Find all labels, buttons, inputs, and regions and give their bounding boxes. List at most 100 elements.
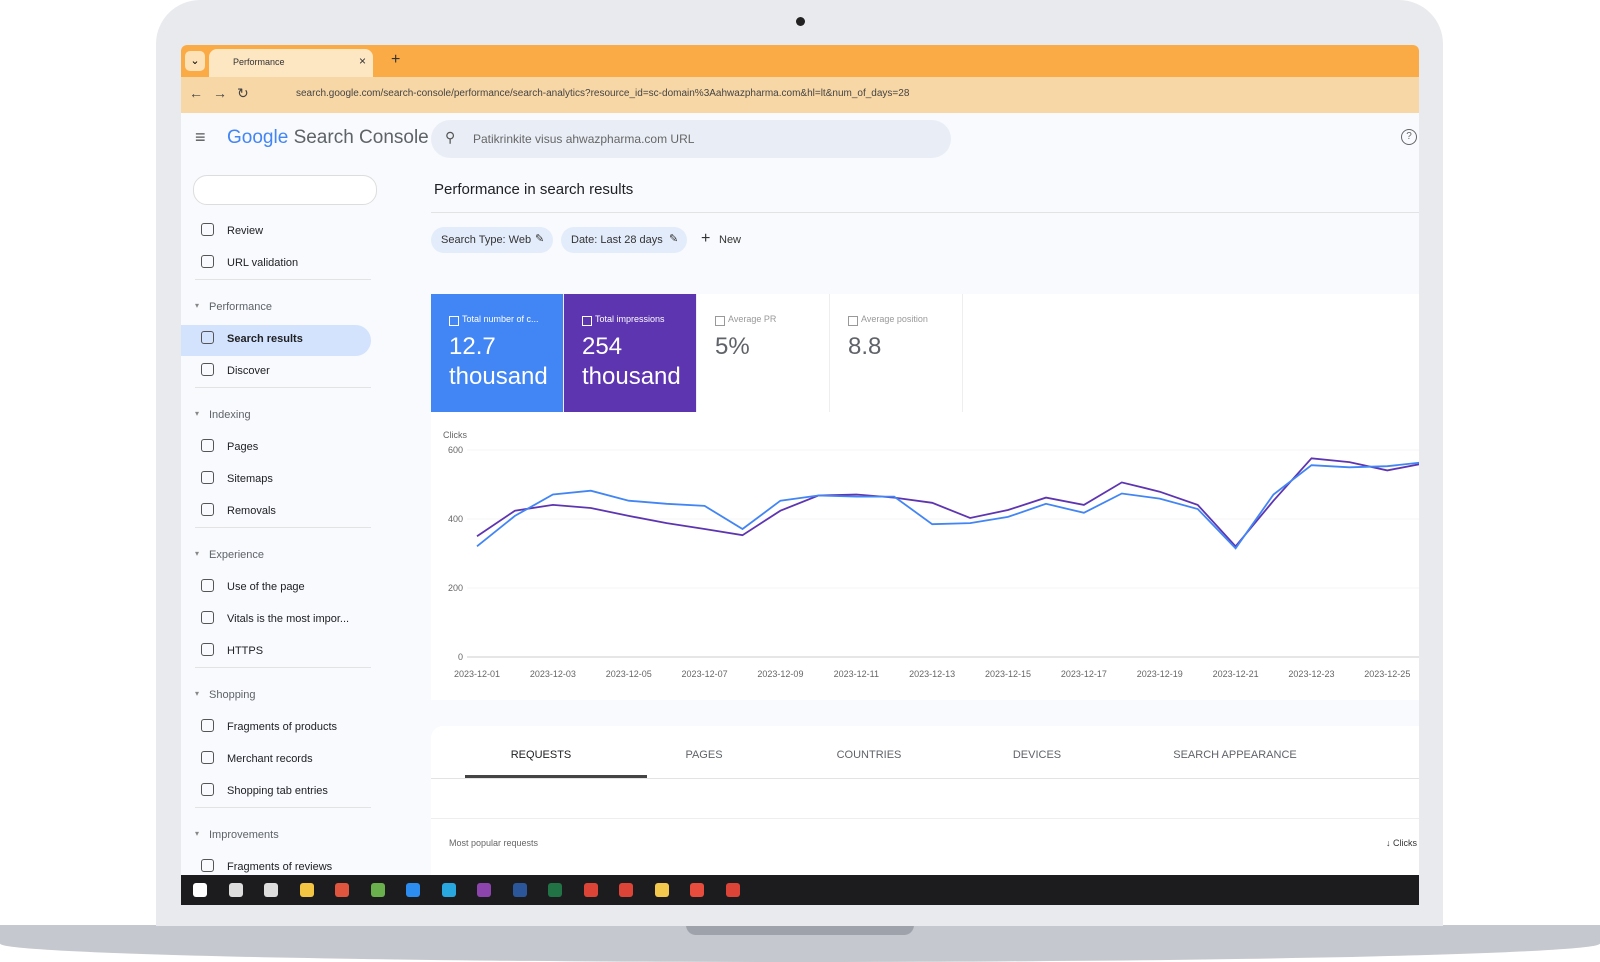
x-tick-label: 2023-12-19: [1137, 669, 1183, 679]
nav-item[interactable]: Review: [227, 225, 264, 237]
taskbar-icon[interactable]: [583, 883, 598, 897]
taskbar-icon[interactable]: [406, 883, 420, 897]
filter-label: Search Type: Web: [441, 234, 532, 246]
nav-item[interactable]: Use of the page: [227, 581, 305, 593]
tab-bar: [181, 45, 1419, 77]
nav-item[interactable]: URL validation: [227, 257, 299, 269]
nav-icon: [201, 503, 214, 516]
property-select[interactable]: [193, 175, 377, 205]
divider: [195, 279, 371, 280]
tab[interactable]: COUNTRIES: [836, 749, 902, 761]
section-title[interactable]: Experience: [209, 549, 265, 561]
taskbar-icon[interactable]: [548, 883, 562, 897]
filter-chip[interactable]: [561, 227, 687, 253]
nav-item[interactable]: Shopping tab entries: [227, 785, 328, 797]
taskbar-icon[interactable]: [299, 883, 314, 897]
taskbar-icon[interactable]: [619, 883, 633, 897]
taskbar-icon[interactable]: [335, 883, 349, 897]
filter-chip[interactable]: [431, 227, 553, 253]
metric-label: Average PR: [728, 314, 777, 324]
x-tick-label: 2023-12-01: [454, 669, 500, 679]
tab[interactable]: DEVICES: [1012, 749, 1062, 761]
section-caret: ▾: [195, 549, 200, 558]
section-caret: ▾: [195, 409, 200, 418]
metric-card[interactable]: [564, 294, 697, 412]
checkbox: [449, 316, 459, 326]
search-box[interactable]: [431, 120, 951, 158]
x-tick-label: 2023-12-03: [530, 669, 576, 679]
section-title[interactable]: Shopping: [209, 689, 256, 701]
tab[interactable]: PAGES: [685, 749, 723, 761]
nav-item[interactable]: Search results: [227, 333, 303, 345]
tab[interactable]: SEARCH APPEARANCE: [1173, 749, 1297, 761]
taskbar-icon[interactable]: [725, 883, 740, 897]
search-icon: ⚲: [445, 129, 456, 145]
filter-label: Date: Last 28 days: [571, 234, 663, 246]
taskbar-icon[interactable]: [477, 883, 491, 897]
taskbar-icon[interactable]: [690, 883, 704, 897]
divider: [431, 212, 1419, 213]
nav-icon: [201, 223, 214, 236]
help-icon[interactable]: ?: [1401, 129, 1417, 145]
nav-item[interactable]: HTTPS: [227, 645, 264, 657]
nav-icon: [201, 579, 214, 592]
page-title: Performance in search results: [434, 181, 634, 198]
new-button[interactable]: New: [719, 234, 742, 246]
y-tick-label: 600: [448, 445, 463, 455]
screen: ⌄ Performance × + ←→↻ search.google.com/…: [181, 45, 1419, 905]
taskbar-icon[interactable]: [193, 883, 207, 897]
divider: [431, 818, 1419, 819]
laptop-notch: [686, 925, 914, 935]
section-title[interactable]: Improvements: [209, 829, 279, 841]
sort-column[interactable]: ↓ Clicks: [1385, 838, 1417, 848]
search-placeholder: Patikrinkite visus ahwazpharma.com URL: [473, 132, 695, 146]
nav-item[interactable]: Fragments of products: [227, 721, 338, 733]
nav-item[interactable]: Merchant records: [227, 753, 313, 765]
series-line: [476, 461, 1419, 550]
metric-card[interactable]: [431, 294, 564, 412]
section-title[interactable]: Indexing: [209, 409, 251, 421]
logo-product: Search Console: [293, 127, 429, 148]
nav-buttons[interactable]: ←→↻: [189, 85, 259, 101]
chart-panel: [431, 412, 1419, 700]
nav-icon: [201, 783, 214, 796]
menu-icon[interactable]: ≡: [195, 127, 206, 147]
taskbar-icon[interactable]: [512, 883, 527, 897]
nav-item[interactable]: Fragments of reviews: [227, 861, 333, 873]
tab-menu[interactable]: ⌄: [185, 51, 205, 71]
nav-icon: [201, 719, 214, 732]
x-tick-label: 2023-12-05: [606, 669, 652, 679]
series-line: [476, 457, 1419, 548]
taskbar-icon[interactable]: [654, 883, 669, 897]
metric-label: Total number of c...: [462, 314, 539, 324]
y-axis-label: Clicks: [443, 430, 467, 440]
divider: [195, 527, 371, 528]
nav-item[interactable]: Pages: [227, 441, 259, 453]
tab[interactable]: [209, 49, 373, 77]
metric-card[interactable]: [830, 294, 963, 412]
tabs: REQUESTS PAGES COUNTRIES DEVICES SEARCH APPE…: [431, 726, 1419, 778]
taskbar-icon[interactable]: [264, 883, 278, 897]
taskbar-icon[interactable]: [441, 883, 456, 897]
section-caret: ▾: [195, 301, 200, 310]
nav-item[interactable]: Discover: [227, 365, 270, 377]
taskbar-icon[interactable]: [228, 883, 243, 897]
nav-item[interactable]: Vitals is the most impor...: [227, 613, 350, 625]
new-tab[interactable]: +: [391, 51, 401, 68]
metric-card[interactable]: [697, 294, 830, 412]
active-highlight: [181, 325, 371, 356]
logo: Google Search Console: [227, 127, 429, 149]
tab-close[interactable]: ×: [359, 54, 367, 68]
metric-value: 8.8: [848, 333, 882, 360]
y-tick-label: 200: [448, 583, 463, 593]
nav-item[interactable]: Removals: [227, 505, 276, 517]
section-title[interactable]: Performance: [209, 301, 272, 313]
divider: [195, 387, 371, 388]
url[interactable]: search.google.com/search-console/perform…: [296, 88, 910, 99]
nav-item[interactable]: Sitemaps: [227, 473, 273, 485]
metric-label: Total impressions: [595, 314, 665, 324]
taskbar-icon[interactable]: [370, 883, 385, 897]
tab[interactable]: REQUESTS: [510, 749, 572, 761]
section-caret: ▾: [195, 689, 200, 698]
checkbox: [715, 316, 725, 326]
